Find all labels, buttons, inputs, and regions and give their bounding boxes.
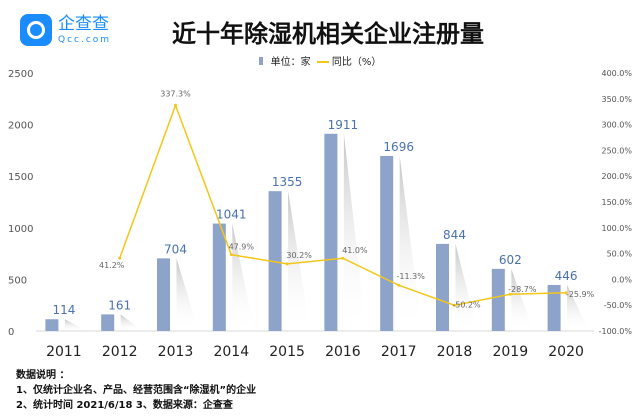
yoy-point xyxy=(564,291,568,295)
yoy-value-label: 41.0% xyxy=(342,246,368,255)
left-tick-label: 2000 xyxy=(8,121,33,132)
yoy-point xyxy=(285,262,289,266)
x-tick-label: 2014 xyxy=(213,344,249,360)
right-tick-label: 200.0% xyxy=(601,172,632,181)
bar-value-label: 114 xyxy=(52,303,75,317)
bar-shadow xyxy=(343,133,366,331)
bar-shadow xyxy=(232,223,255,331)
logo-domain: Qcc.com xyxy=(58,34,112,45)
bar-value-label: 602 xyxy=(499,253,522,267)
qcc-logo-icon xyxy=(20,14,52,46)
bar-value-label: 844 xyxy=(443,228,466,242)
bar-shadow xyxy=(511,268,534,331)
bar-shadow xyxy=(176,258,199,331)
legend-line-swatch xyxy=(316,61,329,63)
bar-shadow xyxy=(120,314,143,331)
left-tick-label: 500 xyxy=(8,275,27,286)
x-tick-label: 2020 xyxy=(548,344,584,360)
yoy-value-label: -11.3% xyxy=(397,272,426,281)
yoy-point xyxy=(118,256,122,260)
yoy-value-label: -50.2% xyxy=(452,300,481,309)
right-tick-label: -100.0% xyxy=(599,327,633,336)
yoy-value-label: 30.2% xyxy=(286,251,312,260)
bar-shadow xyxy=(567,284,590,331)
yoy-point xyxy=(508,292,512,296)
bar xyxy=(491,268,505,331)
yoy-value-label: 47.9% xyxy=(229,243,255,252)
left-tick-label: 1500 xyxy=(8,172,33,183)
x-tick-label: 2016 xyxy=(325,344,361,360)
right-tick-label: 300.0% xyxy=(601,121,632,130)
yoy-value-label: -28.7% xyxy=(508,285,537,294)
right-tick-label: 150.0% xyxy=(601,198,632,207)
x-tick-label: 2017 xyxy=(381,344,417,360)
x-tick-label: 2011 xyxy=(46,344,82,360)
bar-value-label: 161 xyxy=(108,298,131,312)
yoy-value-label: 41.2% xyxy=(99,261,125,270)
bar xyxy=(324,133,338,331)
bar xyxy=(380,155,394,331)
bar xyxy=(212,223,226,331)
bar xyxy=(436,243,449,331)
bar-shadow xyxy=(455,243,478,331)
bar-shadow xyxy=(64,319,87,331)
bar xyxy=(101,314,115,331)
data-notes: 数据说明 ： 1、仅统计企业名、产品、经营范围含“除湿机”的企业 2、统计时间 … xyxy=(16,368,256,413)
notes-line-1: 1、仅统计企业名、产品、经营范围含“除湿机”的企业 xyxy=(16,385,257,396)
right-tick-label: -50.0% xyxy=(604,301,633,310)
notes-heading: 数据说明 ： xyxy=(16,370,70,381)
left-tick-label: 1000 xyxy=(8,224,33,235)
yoy-point xyxy=(229,253,233,257)
yoy-point xyxy=(397,283,401,287)
right-tick-label: 50.0% xyxy=(607,250,633,259)
x-tick-label: 2013 xyxy=(158,344,194,360)
yoy-value-label: -25.9% xyxy=(566,290,595,299)
bar-shadow xyxy=(288,191,311,331)
left-tick-label: 2500 xyxy=(8,69,33,80)
yoy-point xyxy=(174,103,177,107)
legend-bar-swatch xyxy=(258,57,263,65)
yoy-point xyxy=(341,256,345,260)
bar-value-label: 1911 xyxy=(328,118,359,132)
bar-value-label: 704 xyxy=(164,242,187,256)
bar xyxy=(157,258,170,331)
x-tick-label: 2012 xyxy=(102,344,138,360)
x-tick-label: 2019 xyxy=(492,344,528,360)
bar-value-label: 1041 xyxy=(216,208,247,222)
bar-value-label: 1355 xyxy=(272,175,303,189)
legend-bar-label: 单位：家 xyxy=(270,57,311,68)
bar xyxy=(547,284,561,331)
left-tick-label: 0 xyxy=(8,327,14,338)
bar-value-label: 446 xyxy=(555,269,578,283)
yoy-value-label: 337.3% xyxy=(160,89,191,98)
bar xyxy=(45,319,59,331)
yoy-point xyxy=(453,303,456,307)
bar-value-label: 1696 xyxy=(383,140,414,154)
right-tick-label: 0.0% xyxy=(612,275,633,284)
logo-name: 企查查 xyxy=(58,13,109,34)
chart-title: 近十年除湿机相关企业注册量 xyxy=(172,20,484,48)
right-tick-label: 350.0% xyxy=(601,95,632,104)
x-tick-label: 2018 xyxy=(437,344,473,360)
logo: 企查查 Qcc.com xyxy=(20,14,111,46)
right-tick-label: 100.0% xyxy=(601,224,632,233)
x-tick-label: 2015 xyxy=(269,344,305,360)
legend: 单位：家 同比（%） xyxy=(0,53,640,68)
right-tick-label: 250.0% xyxy=(601,146,632,155)
legend-line-label: 同比（%） xyxy=(331,57,382,68)
bar xyxy=(268,191,282,331)
notes-line-2: 2、统计时间 2021/6/18 3、数据来源：企查查 xyxy=(16,400,233,411)
bar-shadow xyxy=(399,155,422,331)
right-tick-label: 400.0% xyxy=(601,69,632,78)
